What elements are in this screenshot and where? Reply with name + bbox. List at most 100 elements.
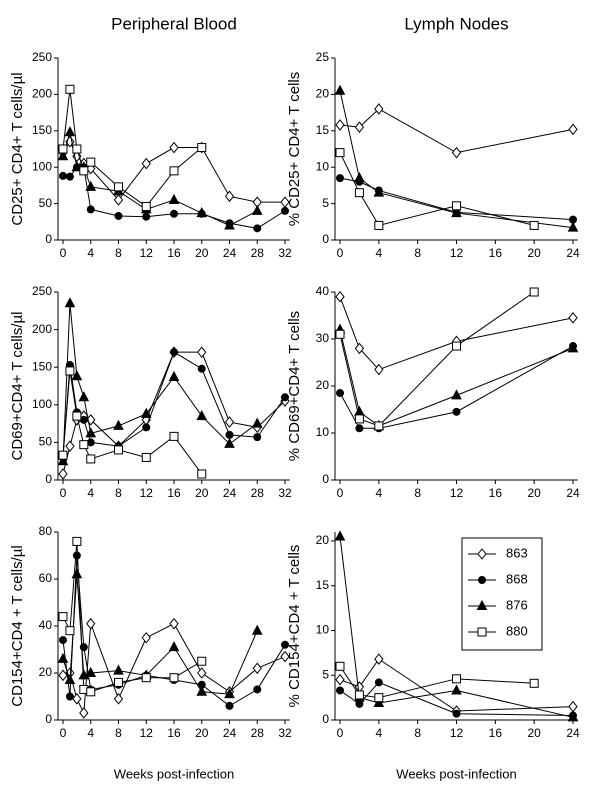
marker	[568, 312, 578, 324]
marker	[335, 290, 345, 303]
y-axis-label: CD154+CD4 + T cells/µl	[9, 545, 26, 707]
y-tick-label: 0	[322, 232, 329, 246]
marker	[336, 174, 344, 183]
marker	[374, 220, 384, 230]
marker	[452, 709, 461, 718]
marker	[72, 551, 81, 560]
marker	[335, 329, 345, 339]
x-tick-label: 0	[337, 726, 344, 740]
marker	[141, 202, 151, 212]
marker	[197, 346, 207, 358]
marker	[141, 452, 151, 462]
y-tick-label: 20	[316, 378, 330, 392]
x-tick-label: 20	[527, 726, 541, 740]
marker	[374, 693, 384, 703]
marker	[86, 687, 96, 697]
marker	[281, 206, 289, 215]
x-tick-label: 32	[278, 486, 292, 500]
marker	[336, 389, 344, 398]
x-tick-label: 4	[375, 246, 382, 260]
marker	[251, 624, 263, 635]
y-tick-label: 250	[32, 50, 52, 64]
x-tick-label: 24	[566, 486, 580, 500]
y-tick-label: 250	[32, 284, 52, 298]
marker	[59, 171, 67, 180]
x-tick-label: 8	[115, 486, 122, 500]
x-tick-label: 32	[278, 726, 292, 740]
y-tick-label: 40	[39, 618, 53, 632]
marker	[65, 172, 74, 181]
marker	[58, 144, 68, 154]
marker	[86, 157, 96, 167]
marker	[58, 669, 68, 682]
series-line	[62, 622, 286, 715]
x-tick-label: 20	[527, 246, 541, 260]
y-tick-label: 15	[316, 578, 330, 592]
y-tick-label: 5	[322, 667, 329, 681]
x-tick-label: 16	[489, 726, 503, 740]
marker	[224, 688, 235, 699]
x-tick-label: 0	[337, 486, 344, 500]
marker	[197, 667, 207, 679]
x-tick-label: 4	[87, 726, 94, 740]
marker	[252, 662, 262, 675]
x-tick-label: 28	[251, 486, 265, 500]
marker	[354, 172, 365, 183]
x-tick-label: 20	[195, 726, 209, 740]
y-tick-label: 50	[39, 196, 53, 210]
y-tick-label: 20	[39, 665, 53, 679]
marker	[251, 417, 263, 428]
marker	[452, 674, 461, 684]
x-tick-label: 16	[167, 486, 181, 500]
y-axis-label: CD69+CD4+ T cells/µl	[9, 312, 26, 461]
marker	[354, 121, 365, 133]
marker	[168, 641, 180, 652]
x-tick-label: 12	[450, 246, 464, 260]
marker	[58, 468, 68, 480]
series-line	[339, 296, 574, 371]
marker	[567, 342, 579, 353]
marker	[114, 445, 123, 455]
marker	[335, 148, 345, 158]
marker	[57, 652, 69, 663]
x-tick-label: 8	[414, 246, 421, 260]
x-tick-label: 24	[223, 246, 237, 260]
x-tick-label: 4	[87, 486, 94, 500]
legend-label: 880	[506, 623, 528, 638]
x-tick-label: 12	[450, 486, 464, 500]
x-tick-label: 0	[60, 486, 67, 500]
marker	[140, 407, 152, 418]
marker	[374, 653, 384, 665]
x-tick-label: 16	[489, 246, 503, 260]
legend-label: 876	[506, 597, 528, 612]
legend-label: 863	[506, 545, 528, 560]
x-tick-label: 12	[140, 486, 154, 500]
y-tick-label: 0	[45, 712, 52, 726]
marker	[65, 692, 74, 701]
marker	[354, 414, 364, 424]
marker	[113, 664, 124, 675]
y-tick-label: 40	[316, 284, 330, 298]
marker	[72, 693, 82, 705]
x-tick-label: 16	[167, 246, 181, 260]
marker	[170, 209, 178, 218]
y-tick-label: 200	[32, 87, 52, 101]
marker	[225, 701, 234, 710]
marker	[334, 530, 346, 541]
y-tick-label: 20	[316, 533, 330, 547]
series-line	[62, 351, 286, 458]
x-tick-label: 0	[60, 246, 67, 260]
y-tick-label: 5	[322, 196, 329, 210]
marker	[79, 166, 89, 176]
x-tick-label: 12	[140, 726, 154, 740]
marker	[169, 673, 179, 683]
x-tick-label: 12	[450, 726, 464, 740]
marker	[568, 700, 578, 713]
x-tick-label: 24	[223, 486, 237, 500]
marker	[72, 536, 82, 546]
marker	[168, 370, 180, 381]
marker	[374, 103, 384, 115]
marker	[58, 450, 68, 460]
marker	[114, 211, 123, 220]
x-tick-label: 32	[278, 246, 292, 260]
